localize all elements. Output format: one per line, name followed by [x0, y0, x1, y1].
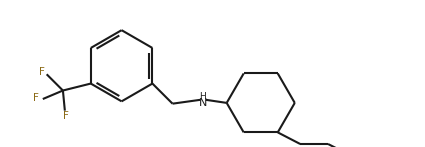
- Text: F: F: [33, 93, 39, 103]
- Text: F: F: [39, 67, 45, 77]
- Text: F: F: [63, 111, 69, 121]
- Text: N: N: [198, 97, 207, 107]
- Text: H: H: [199, 92, 206, 101]
